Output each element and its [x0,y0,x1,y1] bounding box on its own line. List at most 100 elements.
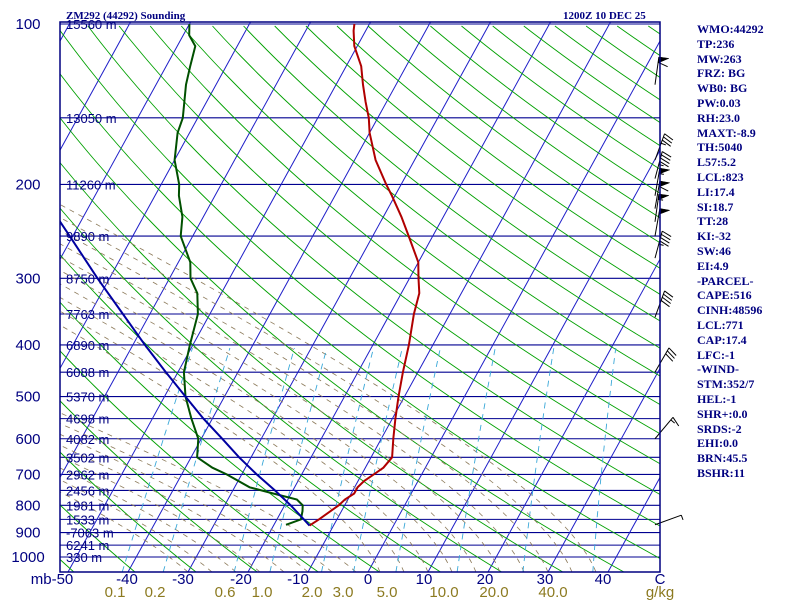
height-label: 7763 m [66,307,109,322]
sounding-index-line: FRZ: BG [697,66,746,81]
plot-frame [59,21,661,573]
height-label: -7063 m [66,526,114,541]
temperature-tick-label: 40 [595,571,612,588]
mixing-ratio-label: g/kg [646,584,674,600]
height-label: 9890 m [66,229,109,244]
dry-adiabat [336,25,660,269]
moist-adiabat [60,467,237,572]
mixing-ratio-line [121,347,193,572]
temperature-tick-label: -30 [172,571,194,588]
dry-adiabat [60,29,660,527]
dewpoint-profile [173,23,304,526]
dry-adiabat [60,451,197,572]
wind-barb [654,290,674,318]
sounding-index-line: RH:23.0 [697,110,740,125]
mixing-ratio-line [162,347,231,572]
moist-adiabat [60,297,429,572]
isotherm-line [67,22,371,572]
parcel-trace [60,219,311,527]
height-label: 2456 m [66,483,109,498]
pressure-tick-label: 400 [15,337,40,354]
dry-adiabat [430,25,660,194]
moist-adiabat [60,456,261,572]
wind-barb [654,230,672,259]
sounding-index-line: L57:5.2 [697,155,736,170]
background-grid [0,22,660,572]
height-label: 5370 m [66,390,109,405]
height-label: 13050 m [66,111,117,126]
height-label: 6890 m [66,338,109,353]
sounding-index-line: LCL:771 [697,317,744,332]
isotherm-line [60,22,131,152]
sounding-index-line: TP:236 [697,36,735,51]
isotherm-line [247,22,551,572]
height-label: 8750 m [66,271,109,286]
dry-adiabat [60,117,625,572]
dry-adiabat [149,25,660,435]
sounding-profiles [60,23,421,527]
sounding-index-line: EI:4.9 [697,258,729,273]
moist-adiabat [60,204,597,572]
moist-adiabat [60,310,405,572]
isotherm-line [0,22,11,572]
height-label: 3502 m [66,450,109,465]
moist-adiabat [60,479,213,572]
moist-adiabat [60,423,333,572]
pressure-tick-label: 100 [15,16,40,33]
sounding-index-line: MAXT:-8.9 [697,125,756,140]
isotherm-line [60,22,251,370]
mixing-ratio-label: 0.2 [145,584,166,600]
sounding-index-line: TT:28 [697,214,729,229]
isotherm-line [367,40,660,572]
dry-adiabat [118,25,660,465]
mixing-ratio-line [522,347,555,572]
moist-adiabat [60,217,573,572]
dry-adiabat [305,25,660,295]
sounding-index-line: HEL:-1 [697,391,737,406]
sounding-index-line: LI:17.4 [697,184,735,199]
moist-adiabat [60,243,525,572]
dry-adiabat [60,400,258,572]
mixing-ratio-label: 5.0 [377,584,398,600]
sounding-index-line: -PARCEL- [697,273,754,288]
dry-adiabat [180,25,660,406]
mixing-ratio-line [395,347,441,572]
sounding-title: ZM292 (44292) Sounding [66,10,186,22]
sounding-index-line: SW:46 [697,243,732,258]
height-label: 6241 m [66,538,109,553]
height-label: 6088 m [66,365,109,380]
moist-adiabat [60,433,309,572]
isotherm-line [60,22,191,261]
sounding-index-line: WMO:44292 [697,22,764,36]
dry-adiabat [60,350,319,572]
height-label: 15560 m [66,17,117,32]
sounding-indices-panel: WMO:44292 TP:236 MW:263 FRZ: BG WB0: BG PW:0.… [697,22,800,481]
sounding-time: 1200Z 10 DEC 25 [563,10,646,22]
temperature-tick-label: -40 [116,571,138,588]
pressure-tick-label: 500 [15,389,40,406]
pressure-tick-label: 200 [15,176,40,193]
height-label: 4698 m [66,412,109,427]
dry-adiabat [212,25,660,377]
mixing-ratio-line [353,347,403,572]
wind-barb [654,347,677,373]
height-label: 1533 m [66,512,109,527]
moist-adiabat [60,283,453,572]
sounding-index-line: CAPE:516 [697,288,752,303]
dry-adiabat [60,73,660,559]
mixing-ratio-line [233,347,295,572]
isotherm-line [427,149,660,572]
temperature-tick-label: 20 [477,571,494,588]
sounding-index-line: -WIND- [697,362,739,377]
isotherm-line [547,367,660,572]
dry-adiabat [60,301,380,572]
dry-adiabat [523,25,660,124]
dry-adiabat [60,161,564,572]
pressure-tick-label: 900 [15,525,40,542]
sounding-index-line: PW:0.03 [697,95,741,110]
mixing-ratio-label: 2.0 [302,584,323,600]
moist-adiabat [60,269,477,572]
mixing-ratio-label: 1.0 [252,584,273,600]
